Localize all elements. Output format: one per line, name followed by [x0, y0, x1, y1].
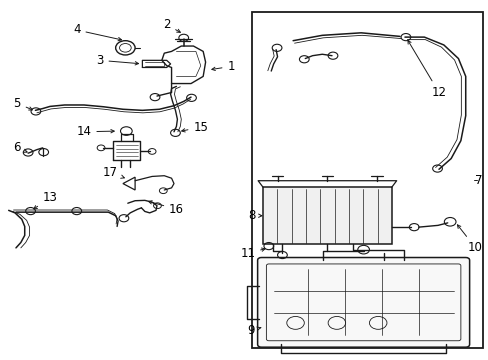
FancyBboxPatch shape	[257, 257, 468, 347]
Text: 15: 15	[182, 121, 208, 134]
Text: 11: 11	[240, 247, 264, 260]
Text: 10: 10	[456, 225, 482, 255]
Bar	[263, 187, 391, 244]
Text: 8: 8	[247, 209, 262, 222]
Text: 12: 12	[407, 40, 446, 99]
Text: 14: 14	[76, 125, 114, 138]
Text: 1: 1	[211, 60, 235, 73]
Text: 9: 9	[247, 324, 260, 337]
Text: 13: 13	[34, 192, 58, 209]
Text: 17: 17	[103, 166, 124, 179]
Text: 3: 3	[96, 54, 138, 67]
Bar	[252, 12, 482, 348]
Text: 2: 2	[163, 18, 180, 32]
Text: 16: 16	[148, 201, 184, 216]
Text: 4: 4	[73, 23, 122, 41]
Text: 5: 5	[14, 97, 32, 110]
Text: 6: 6	[13, 141, 27, 154]
Text: 7: 7	[474, 174, 482, 186]
